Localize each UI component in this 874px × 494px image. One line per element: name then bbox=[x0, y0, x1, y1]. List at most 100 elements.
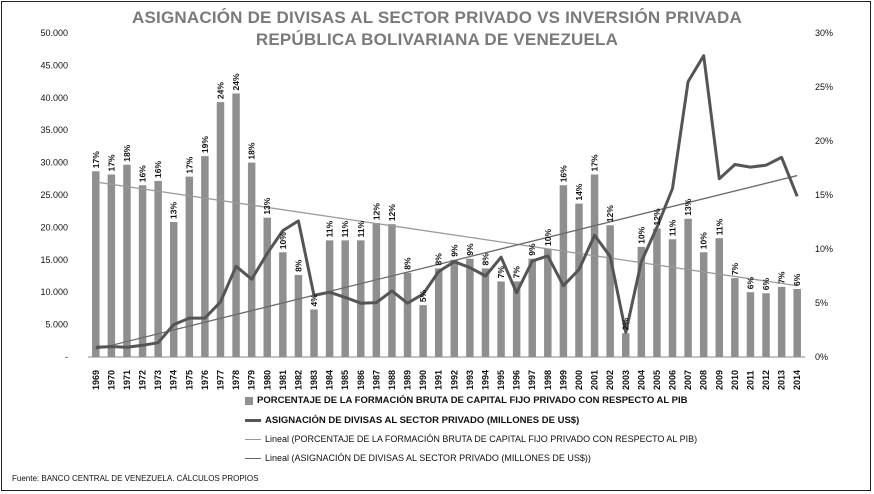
left-axis-tick-label: 45.000 bbox=[40, 60, 68, 70]
left-axis-tick-label: 35.000 bbox=[40, 125, 68, 135]
bar bbox=[590, 174, 599, 357]
bar-data-label: 18% bbox=[247, 142, 257, 159]
bar bbox=[434, 268, 443, 357]
bar-data-label: 17% bbox=[91, 151, 101, 168]
x-axis-tick-label: 1998 bbox=[543, 370, 553, 390]
bar-data-label: 9% bbox=[527, 243, 537, 256]
bar-data-label: 6% bbox=[745, 276, 755, 289]
x-axis-tick-label: 1970 bbox=[106, 370, 116, 390]
source-note: Fuente: BANCO CENTRAL DE VENEZUELA. CÁLC… bbox=[12, 474, 259, 483]
bar-data-label: 8% bbox=[403, 257, 413, 270]
x-axis-tick-label: 2000 bbox=[574, 370, 584, 390]
bar bbox=[92, 171, 100, 357]
x-axis-tick-label: 1996 bbox=[512, 370, 522, 390]
x-axis-tick-label: 1981 bbox=[278, 370, 288, 390]
bar bbox=[559, 185, 568, 357]
bar-data-label: 8% bbox=[480, 253, 490, 266]
x-axis-tick-label: 1988 bbox=[387, 370, 397, 390]
bar bbox=[466, 258, 474, 357]
bar-data-label: 11% bbox=[714, 218, 724, 235]
bar-data-label: 6% bbox=[792, 273, 802, 286]
bar bbox=[653, 228, 661, 357]
x-axis-tick-label: 1990 bbox=[418, 370, 428, 390]
bar-data-label: 8% bbox=[434, 253, 444, 266]
bar bbox=[793, 288, 801, 357]
bar-data-label: 19% bbox=[200, 136, 210, 153]
bar bbox=[263, 217, 271, 357]
x-axis-tick-label: 1986 bbox=[356, 370, 366, 390]
legend-item-bars: PORCENTAJE DE LA FORMACIÓN BRUTA DE CAPI… bbox=[245, 395, 688, 406]
x-axis-tick-label: 2008 bbox=[699, 370, 709, 390]
left-axis-tick-label: 5.000 bbox=[45, 320, 68, 330]
bar bbox=[512, 281, 521, 357]
x-axis-tick-label: 1999 bbox=[558, 370, 568, 390]
bar-data-label: 7% bbox=[512, 266, 522, 279]
x-axis-tick-label: 2009 bbox=[714, 370, 724, 390]
bar-data-label: 10% bbox=[543, 229, 553, 246]
bar-data-label: 17% bbox=[184, 156, 194, 173]
line-series bbox=[95, 54, 799, 349]
legend-label-bars: PORCENTAJE DE LA FORMACIÓN BRUTA DE CAPI… bbox=[257, 395, 688, 406]
bar-data-label: 9% bbox=[465, 243, 475, 256]
bar bbox=[419, 305, 427, 357]
bar bbox=[746, 292, 755, 357]
x-axis-tick-label: 2010 bbox=[730, 370, 740, 390]
right-axis-tick-label: 25% bbox=[815, 82, 833, 92]
bar-data-label: 12% bbox=[371, 203, 381, 220]
bar bbox=[450, 259, 459, 357]
bar bbox=[247, 162, 256, 357]
bar-data-label: 10% bbox=[636, 226, 646, 243]
bar-data-label: 12% bbox=[605, 205, 615, 222]
legend-item-trend-line: Lineal (ASIGNACIÓN DE DIVISAS AL SECTOR … bbox=[245, 453, 591, 463]
chart-title: ASIGNACIÓN DE DIVISAS AL SECTOR PRIVADO … bbox=[132, 8, 742, 27]
bar bbox=[622, 333, 630, 357]
bar bbox=[185, 176, 194, 357]
right-axis-tick-label: 20% bbox=[815, 136, 833, 146]
bar bbox=[497, 281, 505, 357]
bar-data-label: 11% bbox=[356, 220, 366, 237]
bar-data-label: 16% bbox=[558, 165, 568, 182]
trendline-bars bbox=[95, 181, 798, 287]
bar bbox=[325, 240, 334, 357]
x-axis-tick-label: 1985 bbox=[340, 370, 350, 390]
bar-data-label: 4% bbox=[309, 294, 319, 307]
x-axis-tick-label: 1975 bbox=[184, 370, 194, 390]
x-axis-tick-label: 2002 bbox=[605, 370, 615, 390]
x-axis-tick-label: 2007 bbox=[683, 370, 693, 390]
x-axis-tick-label: 1992 bbox=[449, 370, 459, 390]
x-axis-tick-label: 1983 bbox=[309, 370, 319, 390]
bar bbox=[107, 174, 116, 357]
x-axis-tick-label: 1982 bbox=[293, 370, 303, 390]
bar-data-label: 24% bbox=[231, 73, 241, 90]
bar-data-label: 11% bbox=[340, 220, 350, 237]
bar-data-label: 12% bbox=[387, 204, 397, 221]
x-axis-tick-label: 1972 bbox=[138, 370, 148, 390]
bar-data-label: 6% bbox=[761, 278, 771, 291]
left-axis-tick-label: 30.000 bbox=[40, 158, 68, 168]
left-axis-tick-label: 50.000 bbox=[40, 28, 68, 38]
right-axis-tick-label: 0% bbox=[815, 352, 828, 362]
bar bbox=[668, 239, 677, 357]
left-axis-tick-label: 10.000 bbox=[40, 287, 68, 297]
bar-data-label: 12% bbox=[652, 208, 662, 225]
legend-trend-line-swatch bbox=[245, 457, 261, 459]
legend-bar-swatch bbox=[245, 396, 253, 405]
bar-data-label: 9% bbox=[449, 244, 459, 257]
bar bbox=[232, 93, 240, 357]
bar-data-label: 7% bbox=[777, 271, 787, 284]
x-axis-tick-label: 1995 bbox=[496, 370, 506, 390]
x-axis-tick-label: 1977 bbox=[215, 370, 225, 390]
x-axis-tick-label: 2003 bbox=[621, 370, 631, 390]
bar bbox=[777, 286, 786, 357]
left-axis-tick-label: 40.000 bbox=[40, 93, 68, 103]
bar bbox=[715, 238, 724, 357]
left-axis-tick-label: 15.000 bbox=[40, 255, 68, 265]
bar-data-label: 8% bbox=[293, 259, 303, 272]
x-axis-tick-label: 2013 bbox=[777, 370, 787, 390]
bar-data-label: 16% bbox=[138, 165, 148, 182]
x-axis-tick-label: 1979 bbox=[247, 370, 257, 390]
chart-subtitle: REPÚBLICA BOLIVARIANA DE VENEZUELA bbox=[255, 30, 619, 49]
bar-data-label: 16% bbox=[153, 161, 163, 178]
right-axis-tick-label: 15% bbox=[815, 190, 833, 200]
legend-trend-bars-swatch bbox=[245, 438, 261, 440]
